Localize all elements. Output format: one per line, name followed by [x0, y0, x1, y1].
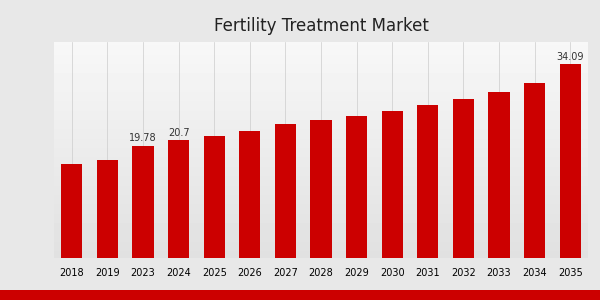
Bar: [346, 116, 367, 258]
Bar: [310, 120, 332, 258]
Bar: [168, 140, 189, 258]
Text: 19.78: 19.78: [129, 133, 157, 143]
Bar: [239, 131, 260, 258]
Bar: [97, 160, 118, 258]
Text: 34.09: 34.09: [556, 52, 584, 62]
Bar: [203, 136, 225, 258]
Bar: [524, 83, 545, 258]
Bar: [61, 164, 82, 258]
Bar: [133, 146, 154, 258]
Text: 20.7: 20.7: [168, 128, 190, 138]
Bar: [275, 124, 296, 258]
Title: Fertility Treatment Market: Fertility Treatment Market: [214, 17, 428, 35]
Bar: [382, 111, 403, 258]
Bar: [453, 99, 474, 258]
Bar: [417, 105, 439, 258]
Bar: [560, 64, 581, 258]
Bar: [488, 92, 509, 258]
